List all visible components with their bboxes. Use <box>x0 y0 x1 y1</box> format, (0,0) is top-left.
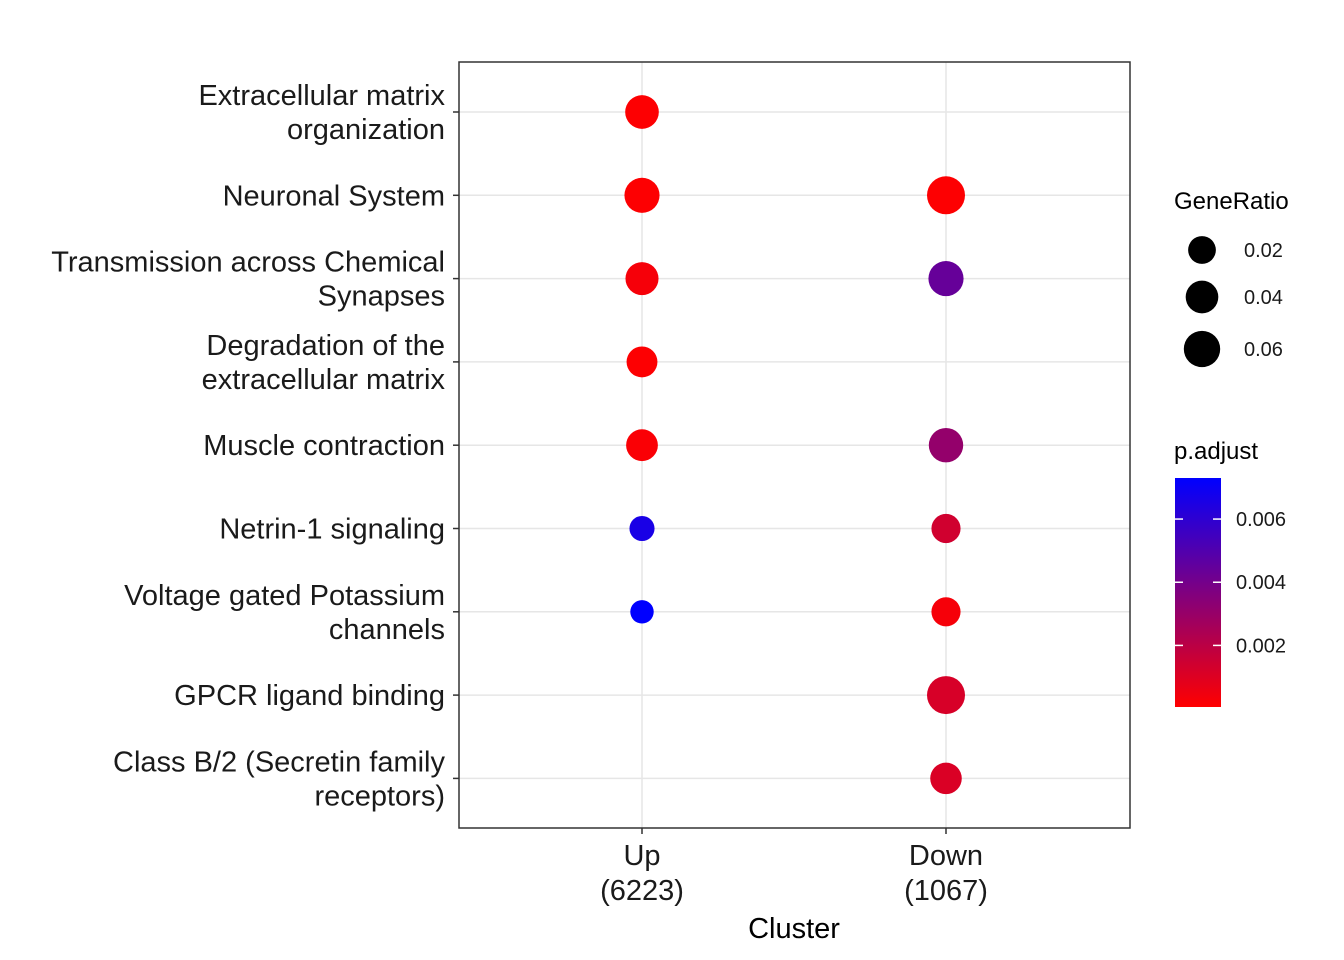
y-tick-label: Class B/2 (Secretin family <box>113 746 445 778</box>
size-legend-label: 0.06 <box>1244 339 1283 361</box>
y-tick-label: Muscle contraction <box>203 430 445 462</box>
data-point <box>927 676 965 715</box>
x-tick-sublabel: (1067) <box>904 875 988 907</box>
data-point <box>624 177 660 213</box>
data-point <box>630 600 654 624</box>
size-legend-key <box>1188 236 1216 264</box>
y-tick-label: Neuronal System <box>223 180 445 212</box>
data-point <box>629 515 655 542</box>
y-tick-label: Voltage gated Potassium <box>124 580 445 612</box>
size-legend: GeneRatio 0.02 0.04 0.06 <box>1174 188 1289 368</box>
color-legend-label: 0.002 <box>1236 635 1286 657</box>
y-tick-label: GPCR ligand binding <box>174 680 445 712</box>
data-point <box>928 427 964 463</box>
size-legend-key <box>1183 330 1221 368</box>
color-legend-colorbar <box>1175 478 1221 707</box>
grid-lines <box>459 62 1130 828</box>
data-point <box>626 429 658 462</box>
data-point <box>927 176 965 215</box>
color-legend-label: 0.006 <box>1236 509 1286 531</box>
data-point <box>625 95 659 129</box>
y-tick-label: Transmission across Chemical <box>51 247 445 279</box>
size-legend-title: GeneRatio <box>1174 188 1289 215</box>
color-legend-title: p.adjust <box>1174 438 1258 465</box>
size-legend-label: 0.02 <box>1244 240 1283 262</box>
y-tick-label: Synapses <box>318 281 445 313</box>
y-tick-label: organization <box>287 114 445 146</box>
data-point <box>931 513 961 544</box>
y-tick-label: channels <box>329 614 445 646</box>
data-point <box>928 261 964 297</box>
y-tick-label: Netrin-1 signaling <box>219 514 445 546</box>
x-axis-title: Cluster <box>748 913 840 945</box>
y-tick-label: receptors) <box>314 780 445 812</box>
data-point <box>930 762 962 795</box>
data-point <box>625 262 659 296</box>
color-legend: p.adjust 0.006 0.004 0.002 <box>1174 438 1286 707</box>
x-tick-label: Up <box>623 840 660 872</box>
data-point <box>931 597 961 627</box>
data-point <box>626 346 658 378</box>
y-tick-label: extracellular matrix <box>202 364 446 396</box>
y-tick-label: Extracellular matrix <box>198 80 445 112</box>
data-points <box>624 95 965 795</box>
size-legend-key <box>1185 280 1219 314</box>
x-tick-sublabel: (6223) <box>600 875 684 907</box>
x-tick-label: Down <box>909 840 983 872</box>
y-tick-label: Degradation of the <box>206 330 445 362</box>
size-legend-label: 0.04 <box>1244 287 1283 309</box>
color-legend-label: 0.004 <box>1236 572 1286 594</box>
